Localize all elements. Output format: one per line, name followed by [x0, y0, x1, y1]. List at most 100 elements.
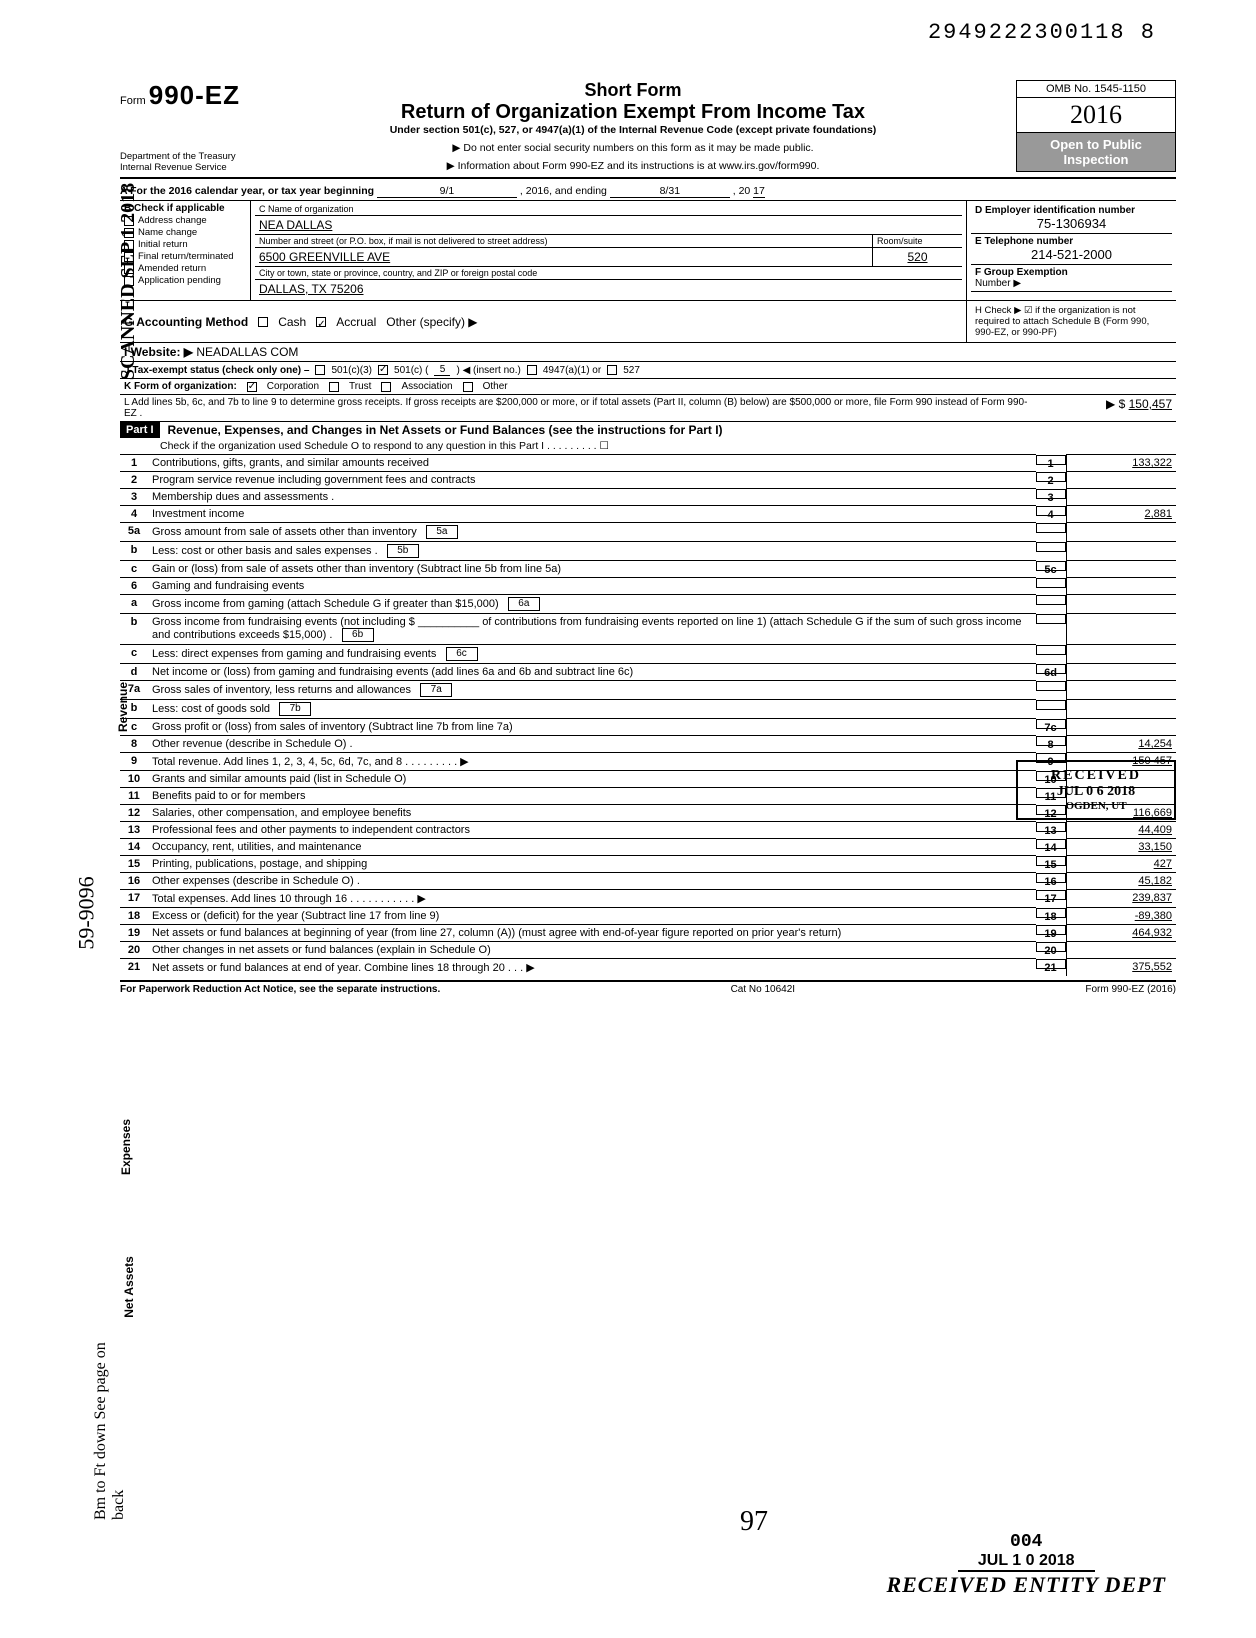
line-box: 17 — [1036, 890, 1066, 900]
line-amount — [1066, 700, 1176, 719]
checkbox-accrual[interactable] — [316, 317, 326, 327]
line-number: 13 — [120, 822, 148, 839]
line-number: 2 — [120, 472, 148, 489]
title-main: Return of Organization Exempt From Incom… — [262, 101, 1004, 124]
line-box: 6d — [1036, 664, 1066, 674]
line-desc: Gross sales of inventory, less returns a… — [148, 681, 1036, 700]
checkbox-501c3[interactable] — [315, 365, 325, 375]
line-number: 16 — [120, 873, 148, 890]
footer-right: Form 990-EZ (2016) — [1085, 984, 1176, 995]
k-trust: Trust — [349, 381, 371, 392]
line-amount: 2,881 — [1066, 506, 1176, 523]
line-desc: Other expenses (describe in Schedule O) … — [148, 873, 1036, 890]
line-box: 14 — [1036, 839, 1066, 849]
stamp-received: RECEIVED — [1024, 768, 1168, 784]
table-row: 1Contributions, gifts, grants, and simil… — [120, 455, 1176, 472]
f-label2: Number ▶ — [975, 278, 1021, 289]
checkbox-501c[interactable] — [378, 365, 388, 375]
line-desc: Gross profit or (loss) from sales of inv… — [148, 719, 1036, 736]
line-box — [1036, 700, 1066, 710]
line-desc: Net income or (loss) from gaming and fun… — [148, 664, 1036, 681]
part1-check: Check if the organization used Schedule … — [120, 438, 1176, 454]
checkbox-trust[interactable] — [329, 382, 339, 392]
checkbox-association[interactable] — [381, 382, 391, 392]
l-arrow: ▶ $ — [1106, 397, 1125, 411]
line-desc: Less: cost or other basis and sales expe… — [148, 542, 1036, 561]
table-row: 14Occupancy, rent, utilities, and mainte… — [120, 839, 1176, 856]
checkbox-other-org[interactable] — [463, 382, 473, 392]
line-desc: Contributions, gifts, grants, and simila… — [148, 455, 1036, 472]
line-number: 10 — [120, 771, 148, 788]
line-desc: Net assets or fund balances at end of ye… — [148, 959, 1036, 977]
checkbox-cash[interactable] — [258, 317, 268, 327]
checkbox-corporation[interactable] — [247, 382, 257, 392]
k-label: K Form of organization: — [124, 381, 237, 392]
form-number: 990-EZ — [149, 80, 240, 110]
line-number: 20 — [120, 942, 148, 959]
line-desc: Less: direct expenses from gaming and fu… — [148, 645, 1036, 664]
line-desc: Printing, publications, postage, and shi… — [148, 856, 1036, 873]
title-under: Under section 501(c), 527, or 4947(a)(1)… — [262, 124, 1004, 136]
line-desc: Membership dues and assessments . — [148, 489, 1036, 506]
k-corp: Corporation — [267, 381, 319, 392]
table-row: dNet income or (loss) from gaming and fu… — [120, 664, 1176, 681]
b-item-4: Amended return — [138, 263, 206, 274]
g-other: Other (specify) ▶ — [386, 315, 477, 329]
phone-value: 214-521-2000 — [975, 247, 1168, 262]
line-desc: Gaming and fundraising events — [148, 578, 1036, 595]
line-box: 20 — [1036, 942, 1066, 952]
line-amount: 375,552 — [1066, 959, 1176, 977]
j-501c-after: ) ◀ (insert no.) — [456, 365, 520, 376]
line-desc: Occupancy, rent, utilities, and maintena… — [148, 839, 1036, 856]
line-amount — [1066, 595, 1176, 614]
note-ssn: ▶ Do not enter social security numbers o… — [262, 142, 1004, 154]
side-label-netassets: Net Assets — [122, 1256, 136, 1318]
line-box — [1036, 614, 1066, 624]
f-label: F Group Exemption — [975, 267, 1068, 278]
line-number: 5a — [120, 523, 148, 542]
line-number: 15 — [120, 856, 148, 873]
line-box: 13 — [1036, 822, 1066, 832]
line-desc: Gross amount from sale of assets other t… — [148, 523, 1036, 542]
line-number: 1 — [120, 455, 148, 472]
line-box — [1036, 681, 1066, 691]
table-row: 20Other changes in net assets or fund ba… — [120, 942, 1176, 959]
table-row: 13Professional fees and other payments t… — [120, 822, 1176, 839]
e-label: E Telephone number — [975, 236, 1168, 247]
table-row: bGross income from fundraising events (n… — [120, 614, 1176, 645]
line-box: 16 — [1036, 873, 1066, 883]
table-row: 18Excess or (deficit) for the year (Subt… — [120, 908, 1176, 925]
b-item-5: Application pending — [138, 275, 221, 286]
table-row: bLess: cost or other basis and sales exp… — [120, 542, 1176, 561]
checkbox-527[interactable] — [607, 365, 617, 375]
j-501c: 501(c) ( — [394, 365, 428, 376]
open-inspection-badge: Open to Public Inspection — [1017, 133, 1175, 171]
line-amount — [1066, 542, 1176, 561]
stamp-received-location: OGDEN, UT — [1024, 800, 1168, 812]
form-prefix: Form — [120, 95, 146, 107]
line-amount: 45,182 — [1066, 873, 1176, 890]
line-a-yr-label: , 20 — [733, 185, 751, 197]
b-item-1: Name change — [138, 227, 197, 238]
table-row: 5aGross amount from sale of assets other… — [120, 523, 1176, 542]
line-desc: Professional fees and other payments to … — [148, 822, 1036, 839]
d-label: D Employer identification number — [975, 205, 1168, 216]
line-box: 8 — [1036, 736, 1066, 746]
c-addr-label: Number and street (or P.O. box, if mail … — [255, 235, 872, 248]
side-label-expenses: Expenses — [119, 1119, 133, 1175]
table-row: 19Net assets or fund balances at beginni… — [120, 925, 1176, 942]
line-number: b — [120, 542, 148, 561]
org-street: 6500 GREENVILLE AVE — [255, 248, 872, 266]
c-room-label: Room/suite — [873, 235, 962, 248]
line-desc: Investment income — [148, 506, 1036, 523]
tax-year-end-yr: 17 — [753, 185, 765, 198]
line-amount — [1066, 472, 1176, 489]
line-amount: 33,150 — [1066, 839, 1176, 856]
line-amount — [1066, 614, 1176, 645]
checkbox-4947[interactable] — [527, 365, 537, 375]
line-box — [1036, 595, 1066, 605]
line-amount: -89,380 — [1066, 908, 1176, 925]
table-row: 16Other expenses (describe in Schedule O… — [120, 873, 1176, 890]
line-amount: 239,837 — [1066, 890, 1176, 908]
line-desc: Net assets or fund balances at beginning… — [148, 925, 1036, 942]
